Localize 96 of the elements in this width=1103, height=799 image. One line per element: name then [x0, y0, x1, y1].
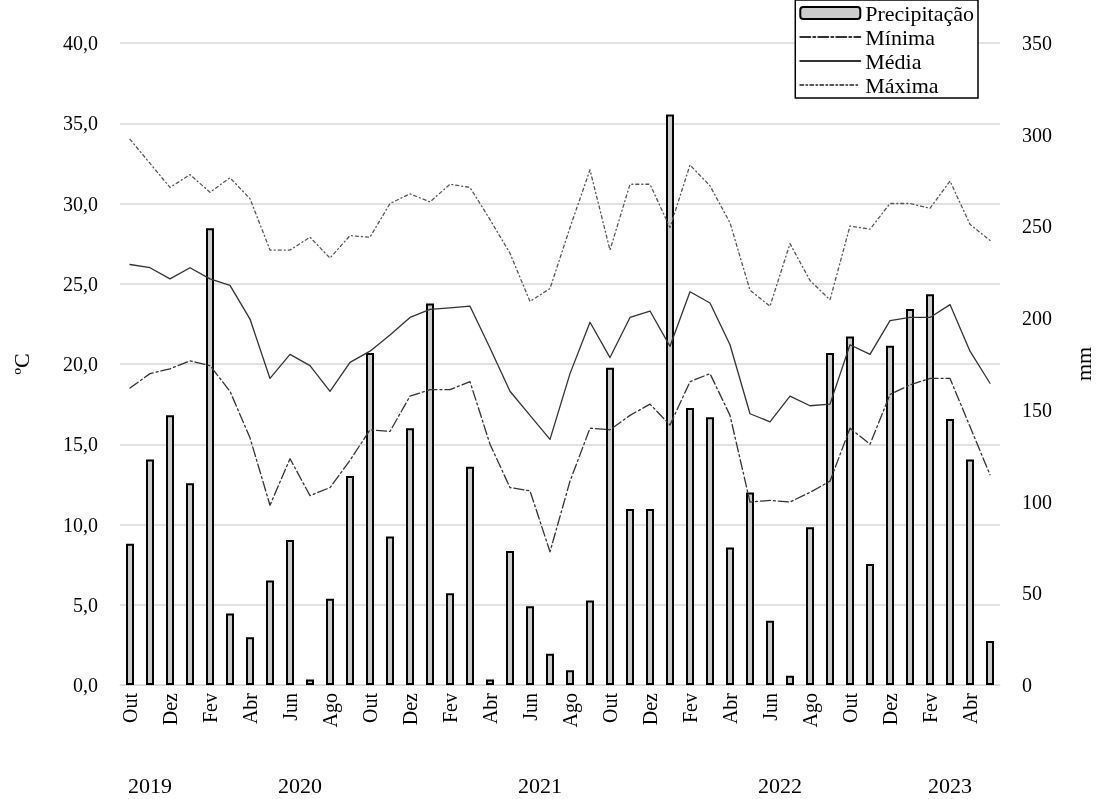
bar: [826, 352, 834, 685]
bar: [286, 540, 294, 685]
x-tick-label: Dez: [159, 692, 181, 726]
bar: [546, 653, 554, 685]
bar: [306, 679, 314, 685]
text: 2022: [758, 772, 802, 798]
bar: [226, 613, 234, 685]
x-tick-label: Abr: [479, 692, 501, 725]
x-tick-label: Dez: [639, 692, 661, 726]
bar: [446, 593, 454, 685]
bar: [506, 551, 514, 685]
bar: [486, 679, 494, 685]
bar: [586, 600, 594, 685]
legend-label: Máxima: [865, 72, 939, 98]
y-tick-label: 5,0: [73, 593, 98, 616]
bar: [806, 527, 814, 685]
y-tick-label: 15,0: [63, 433, 98, 456]
x-tick-label: Ago: [799, 693, 822, 728]
bar: [966, 459, 974, 685]
x-tick-label: Out: [359, 692, 381, 723]
bar: [666, 114, 674, 685]
bar: [246, 637, 254, 685]
x-tick-label: Jun: [519, 693, 541, 721]
y2-tick-label: 50: [1022, 582, 1042, 605]
text: 2023: [928, 772, 972, 798]
bar: [946, 419, 954, 685]
bar: [426, 303, 434, 685]
bar: [646, 508, 654, 685]
legend-label: Precipitação: [865, 0, 975, 26]
x-tick-label: Fev: [199, 693, 221, 723]
bar: [566, 670, 574, 685]
line-series: [129, 263, 991, 441]
x-tick-label: Ago: [319, 693, 342, 728]
y2-tick-label: 150: [1022, 398, 1052, 421]
y2-tick-label: 250: [1022, 215, 1052, 238]
bar: [986, 640, 994, 685]
text: 2019: [128, 772, 172, 798]
bar: [326, 598, 334, 685]
bar: [266, 580, 274, 685]
y-tick-label: 20,0: [63, 353, 98, 375]
x-tick-label: Out: [119, 692, 141, 723]
line-series: [129, 138, 991, 307]
bar: [626, 508, 634, 685]
y2-axis-title: mm: [1070, 346, 1096, 382]
y-axis-title: ºC: [8, 353, 34, 375]
bar: [206, 228, 214, 685]
bar: [466, 466, 474, 685]
text: 2020: [278, 772, 322, 798]
bar: [686, 408, 694, 685]
bar: [346, 475, 354, 685]
bar: [886, 345, 894, 685]
bar: [366, 352, 374, 685]
line-series: [129, 360, 991, 553]
y2-tick-label: 0: [1022, 674, 1032, 696]
x-tick-label: Abr: [959, 692, 981, 725]
bar: [846, 336, 854, 685]
y-tick-label: 30,0: [63, 192, 98, 215]
legend-label: Média: [865, 48, 922, 74]
x-tick-label: Dez: [879, 692, 901, 726]
bar: [146, 459, 154, 685]
bar: [526, 606, 534, 685]
x-tick-label: Fev: [919, 693, 941, 723]
y2-tick-label: 300: [1022, 123, 1052, 146]
x-tick-label: Abr: [719, 692, 741, 725]
y-tick-label: 25,0: [63, 272, 98, 295]
x-tick-label: Fev: [679, 693, 701, 723]
bar: [606, 367, 614, 685]
bar: [166, 415, 174, 685]
y-tick-label: 0,0: [73, 674, 98, 696]
x-tick-label: Dez: [399, 692, 421, 726]
bar: [906, 308, 914, 685]
x-tick-label: Jun: [759, 693, 781, 721]
y-tick-label: 40,0: [63, 32, 98, 54]
y-tick-label: 35,0: [63, 112, 98, 135]
x-tick-label: Jun: [279, 693, 301, 721]
bar: [406, 428, 414, 685]
y2-tick-label: 350: [1022, 32, 1052, 54]
bar: [706, 417, 714, 685]
x-tick-label: Ago: [559, 693, 582, 728]
bar: [746, 492, 754, 685]
bar: [766, 620, 774, 685]
bar: [786, 675, 794, 685]
x-tick-label: Out: [839, 692, 861, 723]
y2-tick-label: 200: [1022, 307, 1052, 330]
bar: [866, 563, 874, 685]
bar: [926, 294, 934, 685]
y2-tick-label: 100: [1022, 490, 1052, 513]
text: 2021: [518, 772, 562, 798]
bar: [726, 547, 734, 685]
bar: [126, 543, 134, 685]
bar: [186, 483, 194, 685]
x-tick-label: Fev: [439, 693, 461, 723]
y-tick-label: 10,0: [63, 513, 98, 536]
x-tick-label: Out: [599, 692, 621, 723]
bar: [386, 536, 394, 685]
x-tick-label: Abr: [239, 692, 261, 725]
